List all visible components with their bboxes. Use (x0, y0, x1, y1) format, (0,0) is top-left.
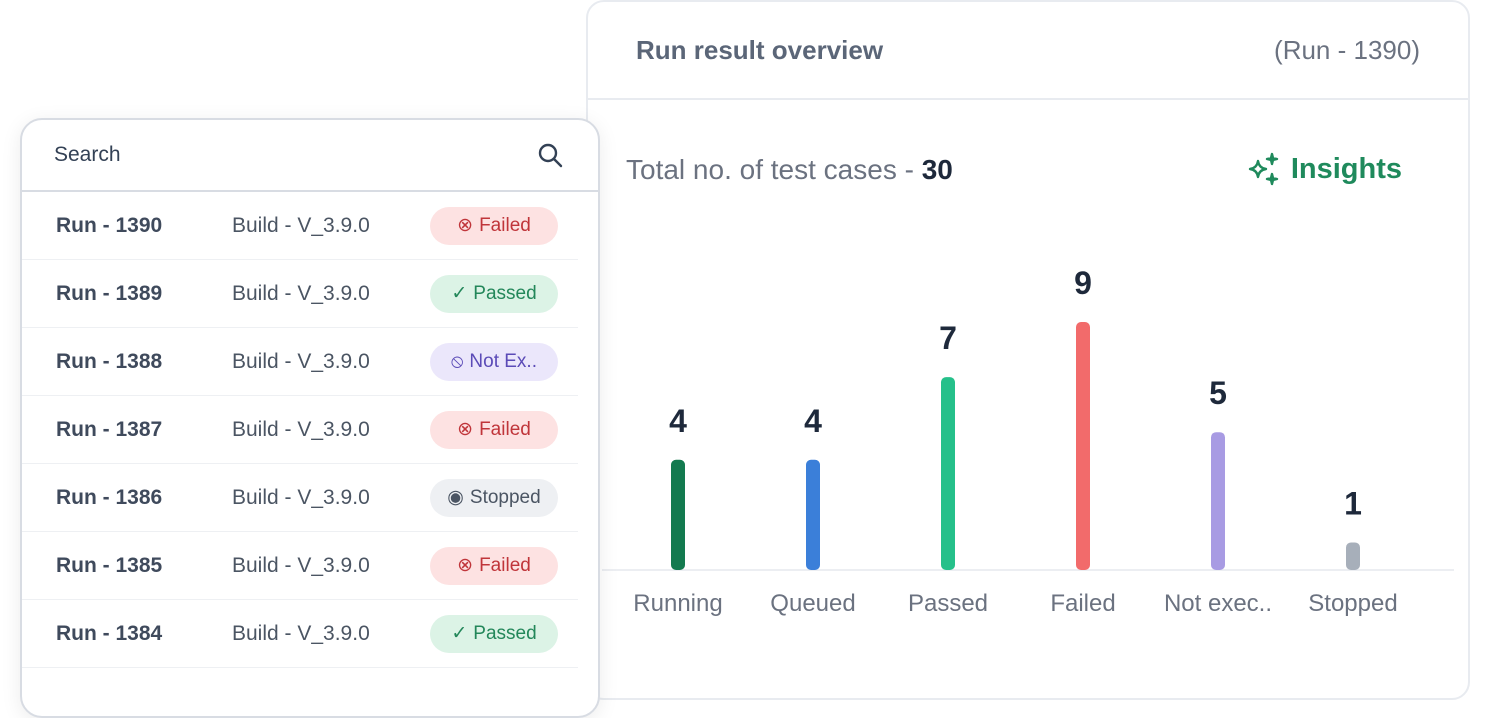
build-version: Build - V_3.9.0 (232, 621, 370, 645)
bar-running[interactable] (671, 459, 685, 570)
status-label: Stopped (469, 486, 541, 508)
run-name: Run - 1389 (56, 281, 163, 305)
x-circle-icon: ⊗ (457, 555, 474, 576)
category-label: Passed (908, 590, 988, 617)
status-label: Failed (479, 418, 531, 440)
ban-icon: ⦸ (451, 350, 464, 372)
status-badge: ◉ Stopped (430, 478, 558, 517)
total-label: Total no. of test cases - (626, 154, 922, 185)
build-version: Build - V_3.9.0 (232, 213, 370, 237)
build-version: Build - V_3.9.0 (232, 485, 370, 509)
value-label: 4 (669, 403, 687, 439)
status-badge: ⊗ Failed (430, 546, 558, 585)
value-label: 9 (1074, 265, 1092, 301)
run-list-item[interactable]: Run - 1389 Build - V_3.9.0 ✓ Passed (22, 260, 578, 328)
run-list-item[interactable]: Run - 1390 Build - V_3.9.0 ⊗ Failed (22, 192, 578, 260)
build-version: Build - V_3.9.0 (232, 417, 370, 441)
run-list-item[interactable]: Run - 1385 Build - V_3.9.0 ⊗ Failed (22, 532, 578, 600)
run-result-overview-card: Run result overview (Run - 1390) Total n… (586, 0, 1470, 700)
stop-circle-icon: ◉ (447, 487, 464, 508)
run-list-item[interactable]: Run - 1387 Build - V_3.9.0 ⊗ Failed (22, 396, 578, 464)
status-label: Failed (479, 214, 531, 236)
category-label: Failed (1050, 590, 1115, 617)
run-list-item[interactable]: Run - 1386 Build - V_3.9.0 ◉ Stopped (22, 464, 578, 532)
status-badge: ⊗ Failed (430, 206, 558, 245)
run-name: Run - 1385 (56, 553, 163, 577)
status-label: Passed (473, 282, 537, 304)
run-name: Run - 1387 (56, 417, 163, 441)
bar-stopped[interactable] (1346, 542, 1360, 570)
bar-failed[interactable] (1076, 322, 1090, 570)
category-label: Running (633, 590, 722, 617)
run-list-item[interactable]: Run - 1384 Build - V_3.9.0 ✓ Passed (22, 600, 578, 668)
status-badge: ✓ Passed (430, 614, 558, 653)
run-list-item[interactable]: Run - 1388 Build - V_3.9.0 ⦸ Not Ex.. (22, 328, 578, 396)
check-circle-icon: ✓ (451, 283, 468, 304)
insights-label: Insights (1290, 152, 1402, 185)
run-name: Run - 1390 (56, 213, 163, 237)
x-circle-icon: ⊗ (457, 215, 474, 236)
card-header: Run result overview (Run - 1390) (588, 2, 1468, 100)
value-label: 7 (939, 320, 957, 356)
card-title: Run result overview (636, 34, 884, 65)
run-name: Run - 1386 (56, 485, 163, 509)
build-version: Build - V_3.9.0 (232, 349, 370, 373)
build-version: Build - V_3.9.0 (232, 553, 370, 577)
status-badge: ⦸ Not Ex.. (430, 342, 558, 381)
total-test-cases: Total no. of test cases - 30 (626, 154, 953, 186)
value-label: 1 (1344, 485, 1362, 521)
sparkles-icon (1248, 152, 1279, 186)
run-name: Run - 1388 (56, 349, 163, 373)
category-label: Not exec.. (1164, 590, 1272, 617)
bar-queued[interactable] (806, 459, 820, 570)
insights-button[interactable]: Insights (1247, 152, 1402, 186)
status-badge: ✓ Passed (430, 274, 558, 313)
check-circle-icon: ✓ (451, 623, 468, 644)
status-label: Failed (479, 554, 531, 576)
search-icon[interactable] (536, 141, 564, 169)
search-placeholder: Search (54, 143, 121, 166)
build-version: Build - V_3.9.0 (232, 281, 370, 305)
status-bar-chart: 4 Running 4 Queued 7 Passed 9 Failed 5 Not exec..… (602, 265, 1454, 617)
status-label: Passed (473, 622, 537, 644)
bar-passed[interactable] (941, 377, 955, 570)
status-label: Not Ex.. (469, 350, 537, 372)
search-input[interactable]: Search (22, 120, 598, 192)
bar-not-exec-[interactable] (1211, 432, 1225, 570)
category-label: Stopped (1308, 590, 1397, 617)
run-name: Run - 1384 (56, 621, 163, 645)
value-label: 5 (1209, 375, 1227, 411)
status-badge: ⊗ Failed (430, 410, 558, 449)
run-id: (Run - 1390) (1274, 34, 1420, 65)
total-value: 30 (921, 154, 953, 185)
run-selector-dropdown: Search Run - 1390 Build - V_3.9.0 ⊗ Faile… (20, 118, 600, 718)
value-label: 4 (804, 403, 822, 439)
x-circle-icon: ⊗ (457, 419, 474, 440)
category-label: Queued (770, 590, 855, 617)
